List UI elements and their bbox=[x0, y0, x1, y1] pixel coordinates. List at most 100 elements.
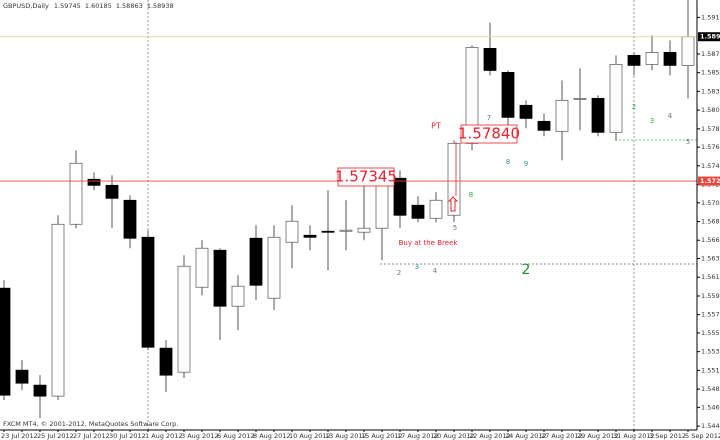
close-price: 1.58938 bbox=[147, 2, 174, 10]
y-tick-label: 1.57030 bbox=[701, 199, 720, 207]
x-tick-label: 8 Aug 2012 bbox=[253, 432, 291, 440]
candle-body bbox=[447, 142, 461, 216]
candle-body bbox=[249, 237, 263, 286]
candle-body bbox=[69, 162, 83, 225]
candle-body bbox=[15, 369, 29, 384]
y-tick-label: 1.54465 bbox=[701, 422, 720, 430]
header: GBPUSD,Daily 1.59745 1.60185 1.58863 1.5… bbox=[3, 2, 174, 10]
candle-body bbox=[339, 229, 353, 232]
annotation: 1.57345 bbox=[335, 168, 397, 186]
candle-body bbox=[645, 52, 659, 65]
x-tick-label: 17 Aug 2012 bbox=[397, 432, 439, 440]
candle-body bbox=[411, 204, 425, 219]
candle-body bbox=[573, 97, 587, 100]
annotation: 3 bbox=[650, 117, 654, 125]
candle-body bbox=[285, 220, 299, 243]
candle-body bbox=[303, 234, 317, 238]
x-tick-label: 10 Aug 2012 bbox=[289, 432, 331, 440]
candle-body bbox=[609, 64, 623, 133]
x-tick-label: 13 Aug 2012 bbox=[325, 432, 367, 440]
candle-body bbox=[177, 265, 191, 373]
candle-body bbox=[123, 199, 137, 239]
y-tick-label: 1.59160 bbox=[701, 13, 720, 21]
candle-body bbox=[393, 177, 407, 216]
candle-body bbox=[105, 184, 119, 199]
annotation: 3 bbox=[415, 263, 419, 271]
y-tick-label: 1.55535 bbox=[701, 329, 720, 337]
candle-body bbox=[321, 230, 335, 233]
x-tick-label: 15 Aug 2012 bbox=[361, 432, 403, 440]
x-tick-label: 23 Jul 2012 bbox=[1, 432, 38, 440]
annotation: 1.57840 bbox=[458, 125, 520, 143]
open-price: 1.59745 bbox=[54, 2, 81, 10]
y-tick-label: 1.55105 bbox=[701, 366, 720, 374]
buy-arrow bbox=[447, 196, 459, 212]
price-label: 1.58938 bbox=[700, 33, 720, 41]
symbol: GBPUSD,Daily bbox=[3, 2, 49, 10]
y-tick-label: 1.58525 bbox=[701, 69, 720, 77]
y-tick-label: 1.58740 bbox=[701, 50, 720, 58]
y-tick-label: 1.56815 bbox=[701, 218, 720, 226]
y-tick-label: 1.54890 bbox=[701, 385, 720, 393]
annotation: 2 bbox=[397, 269, 401, 277]
candle-body bbox=[141, 236, 155, 348]
candle-body bbox=[429, 199, 443, 219]
y-tick-label: 1.56600 bbox=[701, 236, 720, 244]
annotation: 4 bbox=[668, 112, 673, 120]
x-tick-label: 27 Jul 2012 bbox=[73, 432, 110, 440]
x-tick-label: 3 Aug 2012 bbox=[181, 432, 219, 440]
x-tick-label: 1 Aug 2012 bbox=[145, 432, 183, 440]
x-tick-label: 3 Sep 2012 bbox=[649, 432, 686, 440]
x-tick-label: 27 Aug 2012 bbox=[541, 432, 583, 440]
annotation: 7 bbox=[487, 114, 491, 122]
annotation: 5 bbox=[686, 138, 690, 146]
x-tick-label: 6 Aug 2012 bbox=[217, 432, 255, 440]
x-tick-label: 24 Aug 2012 bbox=[505, 432, 547, 440]
x-tick-label: 25 Jul 2012 bbox=[37, 432, 74, 440]
candle-body bbox=[87, 178, 101, 186]
annotation: 4 bbox=[433, 267, 438, 275]
y-tick-label: 1.54680 bbox=[701, 403, 720, 411]
candle-body bbox=[663, 52, 677, 66]
price-label: 1.57280 bbox=[700, 177, 720, 185]
annotation: 2 bbox=[522, 262, 531, 278]
annotation: Buy at the Breek bbox=[399, 239, 459, 247]
price-label-box bbox=[698, 176, 720, 186]
low-price: 1.58863 bbox=[116, 2, 143, 10]
annotation-box bbox=[460, 124, 518, 144]
candle-body bbox=[33, 384, 47, 397]
candle-body bbox=[555, 99, 569, 132]
candle-body bbox=[501, 72, 515, 118]
candle-body bbox=[519, 104, 533, 119]
x-tick-label: 31 Aug 2012 bbox=[613, 432, 655, 440]
y-tick-label: 1.57455 bbox=[701, 162, 720, 170]
x-tick-label: 5 Sep 2012 bbox=[685, 432, 720, 440]
x-tick-label: 22 Aug 2012 bbox=[469, 432, 511, 440]
annotation: 9 bbox=[524, 160, 528, 168]
candle-body bbox=[537, 120, 551, 131]
candle-body bbox=[681, 36, 695, 66]
high-price: 1.60185 bbox=[85, 2, 112, 10]
candle-body bbox=[159, 347, 173, 376]
annotation: PT bbox=[431, 122, 441, 131]
candle-body bbox=[591, 97, 605, 133]
candle-body bbox=[231, 285, 245, 307]
candle-body bbox=[0, 287, 11, 396]
candle-body bbox=[483, 47, 497, 71]
annotation: 8 bbox=[469, 191, 473, 199]
annotation-box bbox=[337, 167, 395, 187]
y-tick-label: 1.56390 bbox=[701, 255, 720, 263]
y-tick-label: 1.57670 bbox=[701, 143, 720, 151]
candle-body bbox=[195, 247, 209, 288]
y-tick-label: 1.58095 bbox=[701, 106, 720, 114]
x-tick-label: 29 Aug 2012 bbox=[577, 432, 619, 440]
candle-body bbox=[51, 223, 65, 397]
candle-body bbox=[267, 236, 281, 299]
annotation: 5 bbox=[453, 224, 457, 232]
x-tick-label: 20 Aug 2012 bbox=[433, 432, 475, 440]
candle-body bbox=[213, 249, 227, 307]
y-tick-label: 1.58310 bbox=[701, 87, 720, 95]
annotation: 2 bbox=[632, 103, 636, 111]
